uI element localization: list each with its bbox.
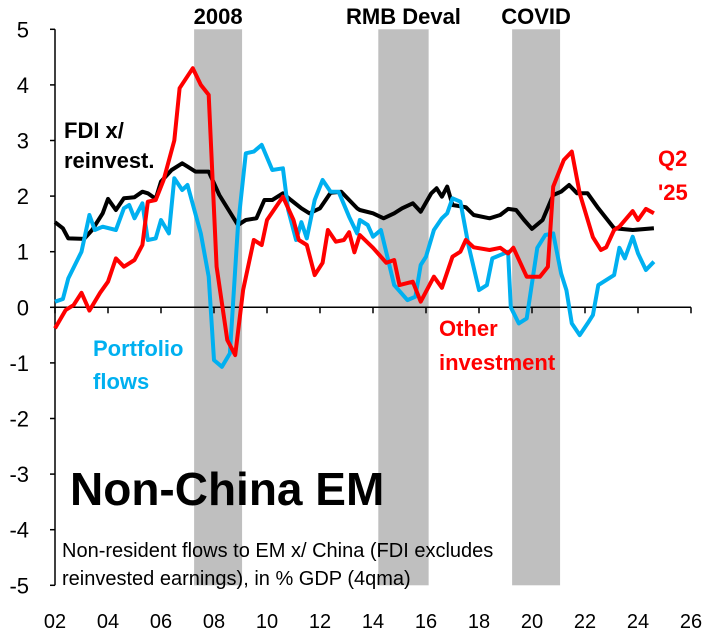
y-tick-label: 2 [17,184,29,209]
y-tick-label: 0 [17,295,29,320]
x-tick-label: 24 [627,611,649,633]
series-label-portfolio-line1: Portfolio [93,336,183,361]
series-label-other-line1: Other [439,316,498,341]
shaded-period-label: 2008 [194,4,243,29]
y-tick-label: 5 [17,17,29,42]
series-label-portfolio-line2: flows [93,369,149,394]
x-tick-label: 06 [150,611,172,633]
y-tick-label: -3 [9,462,29,487]
shaded-period-label: RMB Deval [346,4,461,29]
end-label-line1: Q2 [658,146,687,171]
x-tick-label: 20 [521,611,543,633]
x-tick-label: 10 [256,611,278,633]
x-tick-label: 18 [468,611,490,633]
y-tick-label: 3 [17,129,29,154]
y-tick-label: 4 [17,73,29,98]
y-tick-label: -4 [9,518,29,543]
x-tick-label: 08 [203,611,225,633]
y-tick-label: -5 [9,573,29,598]
y-tick-label: 1 [17,240,29,265]
chart-title: Non-China EM [70,463,384,515]
series-label-other-line2: investment [439,350,556,375]
x-tick-label: 16 [415,611,437,633]
series-label-fdi-line1: FDI x/ [64,118,124,143]
x-tick-label: 26 [680,611,702,633]
x-tick-label: 22 [574,611,596,633]
y-tick-label: -1 [9,351,29,376]
x-tick-label: 14 [362,611,384,633]
x-tick-label: 12 [309,611,331,633]
end-label-line2: '25 [658,180,688,205]
series-line-fdi-x-reinvest [53,161,655,241]
x-tick-label: 04 [97,611,119,633]
y-tick-label: -2 [9,407,29,432]
series-label-fdi-line2: reinvest. [64,148,155,173]
series-line-other-investment [53,66,655,358]
note-line1: Non-resident flows to EM x/ China (FDI e… [62,540,493,562]
series-line-portfolio-flows [54,142,656,369]
shaded-period-label: COVID [501,4,571,29]
x-tick-label: 02 [44,611,66,633]
note-line2: reinvested earnings), in % GDP (4qma) [62,568,411,590]
